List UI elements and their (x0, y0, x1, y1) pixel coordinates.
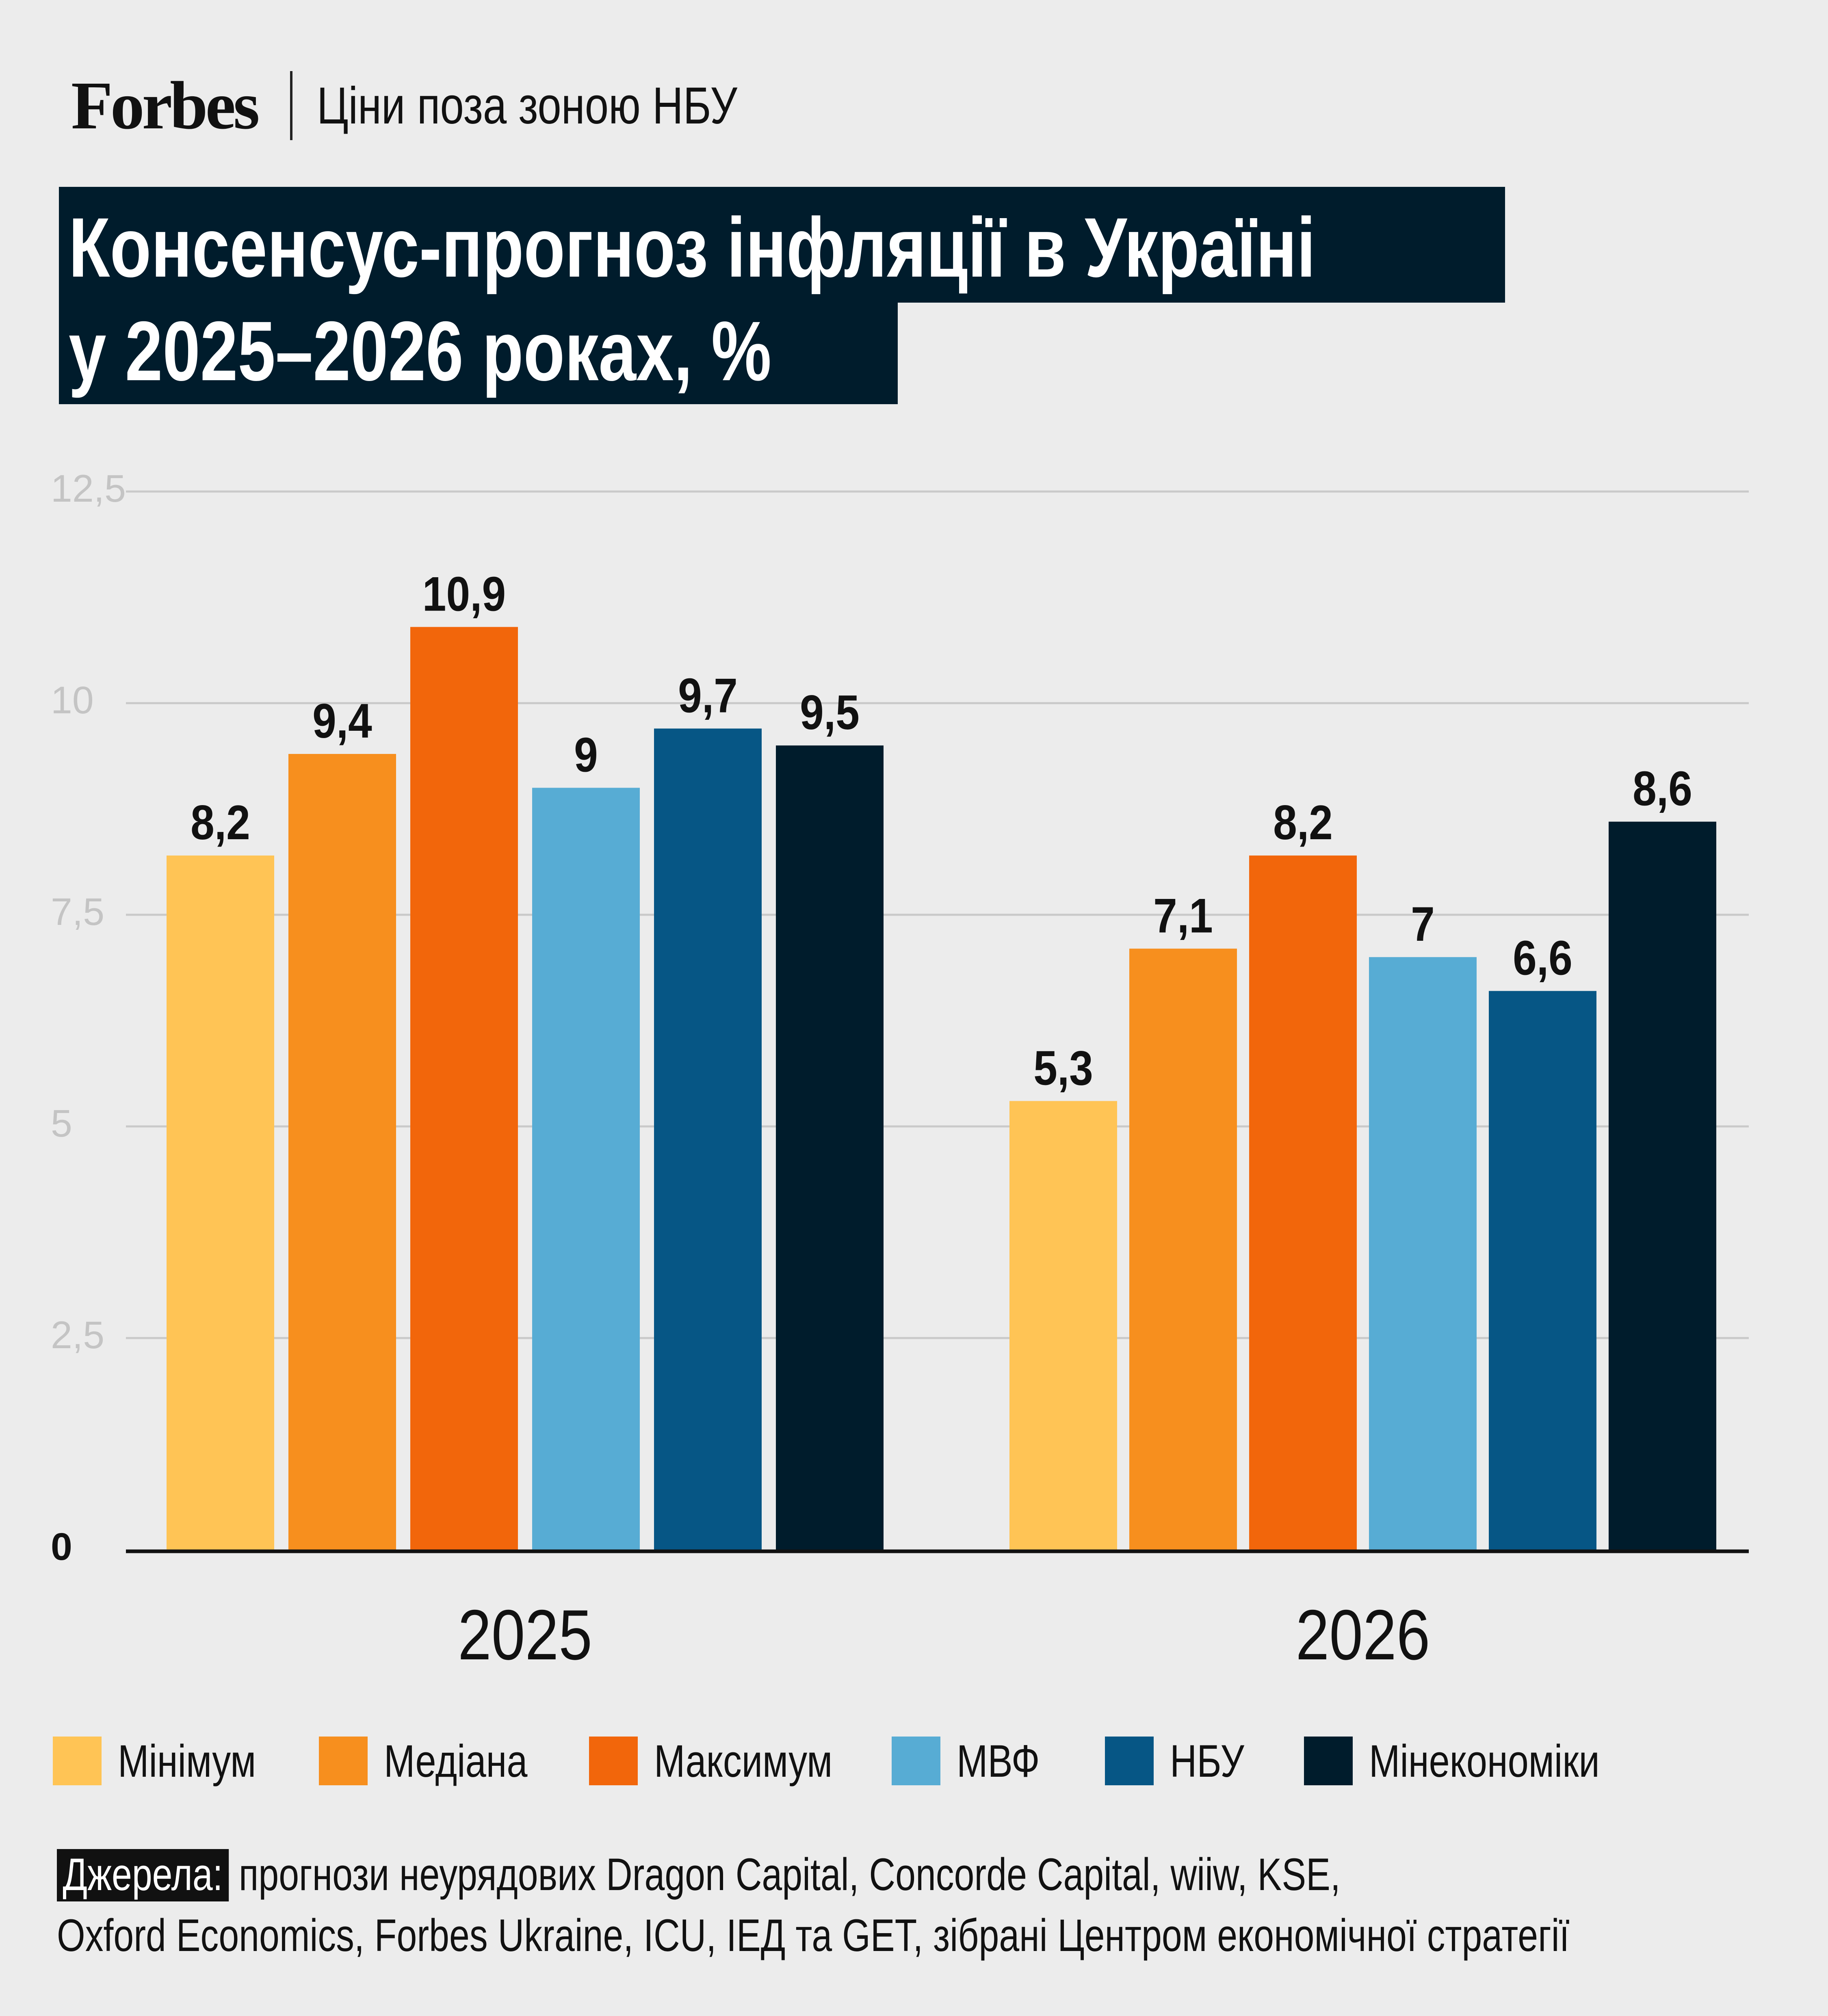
chart-title-line-1: Консенсус-прогноз інфляції в Україні (59, 187, 1505, 303)
bar (1489, 991, 1596, 1550)
data-label: 7 (1411, 897, 1435, 951)
legend-label: Мінімум (118, 1735, 256, 1786)
data-label: 8,6 (1633, 761, 1692, 816)
legend-swatch (589, 1737, 638, 1785)
data-label: 9,5 (800, 685, 860, 740)
x-axis: 2025 2026 (126, 1549, 1749, 1675)
value-labels: 8,2 9,4 10,9 9 9,7 9,5 5,3 7,1 8,2 7 6,6 8,6 (191, 567, 1692, 1095)
source-label: Джерела: (57, 1849, 229, 1901)
legend-label: Медіана (384, 1735, 528, 1786)
legend-item: НБУ (1105, 1734, 1261, 1787)
legend-item: Максимум (589, 1734, 872, 1787)
y-tick-label: 10 (51, 679, 94, 722)
chart-title-text-1: Консенсус-прогноз інфляції в Україні (69, 201, 1316, 295)
data-label: 8,2 (1273, 795, 1333, 850)
legend-swatch (319, 1737, 368, 1785)
legend-label: МВФ (957, 1735, 1040, 1786)
legend-label: Мінекономіки (1369, 1735, 1600, 1786)
legend-swatch (1304, 1737, 1353, 1785)
legend-swatch (1105, 1737, 1154, 1785)
data-label: 7,1 (1153, 888, 1213, 943)
header-divider (290, 71, 292, 140)
x-tick-label: 2026 (1296, 1596, 1430, 1675)
y-tick-label: 0 (51, 1525, 72, 1568)
source-line-2: Oxford Economics, Forbes Ukraine, ICU, І… (57, 1905, 1570, 1966)
section-name: Ціни поза зоною НБУ (316, 76, 737, 135)
bar (1609, 821, 1716, 1550)
bars (167, 627, 1716, 1550)
data-label: 10,9 (422, 567, 506, 621)
legend-label: НБУ (1170, 1735, 1244, 1786)
y-tick-label: 7,5 (51, 890, 104, 933)
grid-lines: 0 2,5 5 7,5 10 12,5 (51, 467, 1749, 1568)
bar (776, 745, 884, 1550)
legend-item: Мінекономіки (1304, 1734, 1650, 1787)
legend-swatch (53, 1737, 102, 1785)
data-label: 8,2 (191, 795, 250, 850)
chart-title-text-2: у 2025–2026 роках, % (69, 304, 771, 398)
chart-legend: Мінімум Медіана Максимум МВФ НБУ Мінекономіки (0, 1734, 1828, 1787)
data-label: 5,3 (1033, 1041, 1093, 1095)
bar (1009, 1101, 1117, 1550)
header: Forbes Ціни поза зоною НБУ (71, 67, 830, 143)
legend-label: Максимум (654, 1735, 833, 1786)
bar (288, 754, 396, 1550)
x-tick-label: 2025 (458, 1596, 592, 1675)
source-text-2: Oxford Economics, Forbes Ukraine, ICU, І… (57, 1910, 1570, 1961)
y-tick-label: 12,5 (51, 467, 126, 510)
y-tick-label: 2,5 (51, 1314, 104, 1357)
bar (167, 855, 274, 1550)
bar (1369, 957, 1477, 1550)
source-line-1: Джерела: прогнози неурядових Dragon Capi… (57, 1844, 1570, 1905)
legend-item: Мінімум (53, 1734, 286, 1787)
data-label: 6,6 (1513, 931, 1572, 985)
source-text-1: прогнози неурядових Dragon Capital, Conc… (238, 1849, 1341, 1900)
data-label: 9,4 (312, 694, 372, 748)
bar (1129, 948, 1237, 1550)
source-note: Джерела: прогнози неурядових Dragon Capi… (57, 1844, 1828, 1966)
bar (532, 788, 640, 1550)
bar (410, 627, 518, 1550)
legend-item: МВФ (892, 1734, 1058, 1787)
bar (1249, 855, 1357, 1550)
chart-title-line-2: у 2025–2026 роках, % (59, 299, 898, 404)
data-label: 9,7 (678, 668, 738, 723)
legend-swatch (892, 1737, 940, 1785)
data-label: 9 (574, 728, 598, 782)
forbes-logo: Forbes (71, 67, 260, 143)
bar (654, 728, 762, 1550)
y-tick-label: 5 (51, 1102, 72, 1145)
legend-item: Медіана (319, 1734, 559, 1787)
